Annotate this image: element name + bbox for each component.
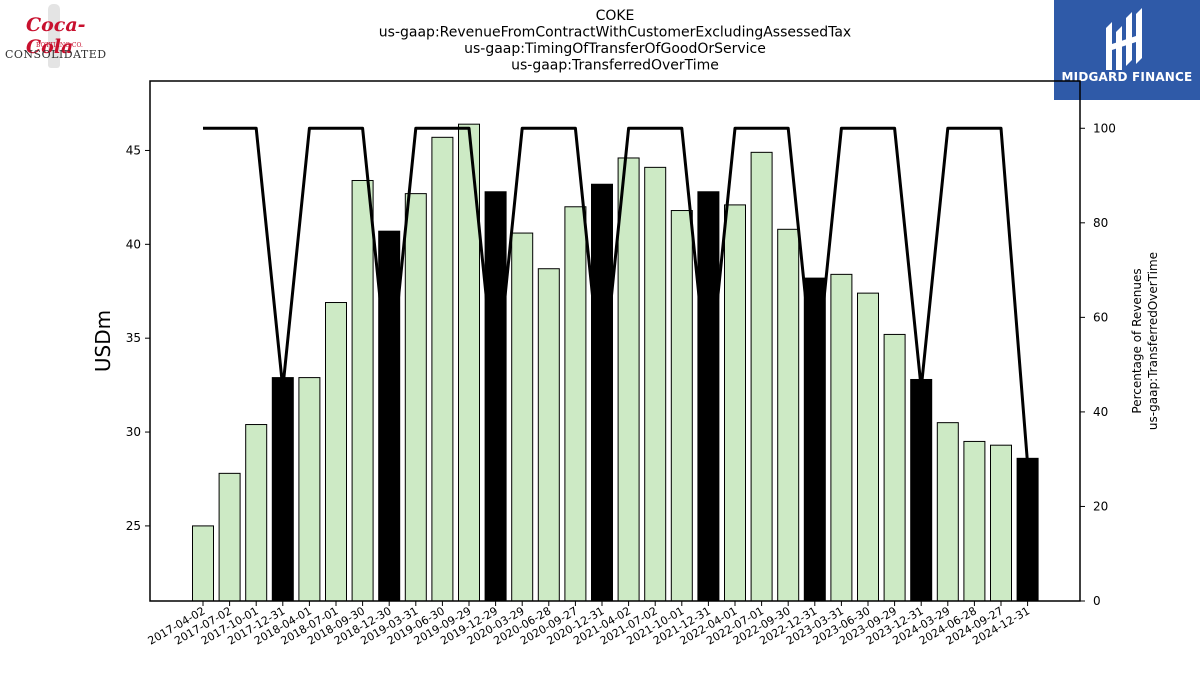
bar xyxy=(670,210,693,602)
chart-title: COKEus-gaap:RevenueFromContractWithCusto… xyxy=(379,8,851,74)
bar xyxy=(484,191,507,602)
bar xyxy=(617,157,640,602)
bar xyxy=(724,204,746,602)
bar xyxy=(910,378,933,602)
bar xyxy=(830,273,853,602)
bar xyxy=(883,333,906,602)
y-tick-label: 45 xyxy=(126,143,141,157)
bar xyxy=(1016,457,1039,602)
y2-tick-label: 0 xyxy=(1093,594,1101,608)
left-y-ticks: 25 30 35 40 45 xyxy=(126,143,150,533)
bar xyxy=(271,377,294,602)
bar xyxy=(192,525,214,602)
bar xyxy=(351,179,374,602)
y2-tick-label: 20 xyxy=(1093,499,1108,513)
midgard-logo-icon xyxy=(1106,8,1142,70)
bar xyxy=(298,377,321,602)
y2-tick-label: 60 xyxy=(1093,310,1108,324)
bars xyxy=(192,123,1039,602)
chart-title-line: COKE xyxy=(596,8,635,24)
bar xyxy=(378,230,401,602)
percentage-series-line xyxy=(203,126,1030,465)
y-tick-label: 40 xyxy=(126,237,141,251)
y-axis-label: USDm xyxy=(91,310,115,372)
bar xyxy=(218,472,241,602)
chart-title-line: us-gaap:TimingOfTransferOfGoodOrService xyxy=(464,41,766,57)
right-y-ticks: 0 20 40 60 80 100 xyxy=(1080,121,1116,608)
bar xyxy=(511,232,534,602)
y-tick-label: 35 xyxy=(126,331,141,345)
y2-axis-label-line: Percentage of Revenues xyxy=(1130,268,1144,413)
y2-tick-label: 80 xyxy=(1093,216,1108,230)
brand-logo: MIDGARD FINANCE xyxy=(1054,0,1200,100)
plot-frame xyxy=(149,80,1081,602)
bar xyxy=(591,183,613,602)
bar xyxy=(777,228,800,602)
y2-axis-label: Percentage of Revenues us-gaap:Transferre… xyxy=(1130,252,1160,430)
company-logo: Coca-Cola BOTTLING CO. CONSOLIDATED xyxy=(2,4,106,70)
bar xyxy=(697,191,720,602)
bar xyxy=(537,268,560,602)
x-ticks: 2017-04-022017-07-022017-10-012017-12-31… xyxy=(146,601,1032,648)
y-tick-label: 30 xyxy=(126,425,141,439)
bar xyxy=(990,444,1012,602)
bar xyxy=(564,206,587,602)
chart-title-line: us-gaap:TransferredOverTime xyxy=(511,58,719,74)
y2-axis-label-line: us-gaap:TransferredOverTime xyxy=(1146,252,1160,430)
chart-title-line: us-gaap:RevenueFromContractWithCustomerE… xyxy=(379,25,851,41)
company-logo-name: CONSOLIDATED xyxy=(5,48,107,61)
bar xyxy=(644,166,667,602)
bar xyxy=(404,193,427,602)
brand-name: MIDGARD FINANCE xyxy=(1061,70,1193,84)
percentage-line xyxy=(203,126,1030,465)
bar xyxy=(963,440,986,602)
bottle-icon xyxy=(48,4,60,68)
y2-tick-label: 100 xyxy=(1093,121,1116,135)
y2-tick-label: 40 xyxy=(1093,405,1108,419)
axes xyxy=(149,80,1081,602)
bar xyxy=(857,292,879,602)
bar xyxy=(325,302,347,602)
y-tick-label: 25 xyxy=(126,519,141,533)
bar xyxy=(431,136,454,602)
bar xyxy=(936,422,959,602)
bar xyxy=(750,151,773,602)
bottling-text: BOTTLING CO. xyxy=(36,42,83,49)
bar xyxy=(245,424,268,602)
coke-script-logo: Coca-Cola xyxy=(26,14,86,58)
